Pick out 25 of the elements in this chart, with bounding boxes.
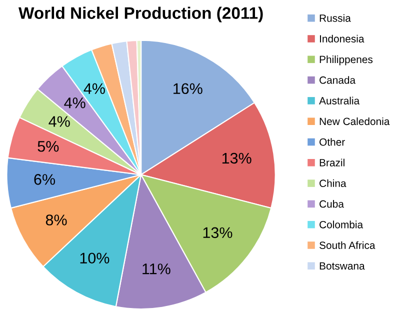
legend-label: Colombia [320, 220, 364, 228]
legend-label: South Africa [320, 241, 376, 249]
data-label: 5% [38, 141, 59, 152]
legend-label: Brazil [320, 158, 344, 166]
legend-label: Canada [320, 76, 356, 84]
data-label: 10% [80, 252, 110, 264]
data-label: 13% [203, 227, 232, 238]
legend-label: New Caledonia [320, 117, 390, 126]
data-label: 8% [46, 214, 67, 226]
legend-label: Botswana [320, 262, 365, 270]
chart-title: World Nickel Production (2011) [18, 6, 263, 22]
data-label: 4% [64, 98, 86, 108]
data-label: 4% [84, 83, 105, 94]
legend-label: Cuba [320, 200, 344, 208]
legend-label: China [320, 179, 346, 188]
data-label: 6% [34, 174, 56, 185]
legend-label: Philippenes [320, 56, 373, 66]
legend-label: Australia [319, 96, 360, 104]
legend-label: Russia [320, 14, 351, 22]
data-label: 4% [48, 116, 70, 127]
data-label: 11% [142, 264, 170, 274]
data-label: 13% [222, 152, 252, 164]
data-label: 16% [174, 83, 202, 94]
legend-label: Other [320, 138, 345, 146]
legend-label: Indonesia [320, 34, 364, 43]
